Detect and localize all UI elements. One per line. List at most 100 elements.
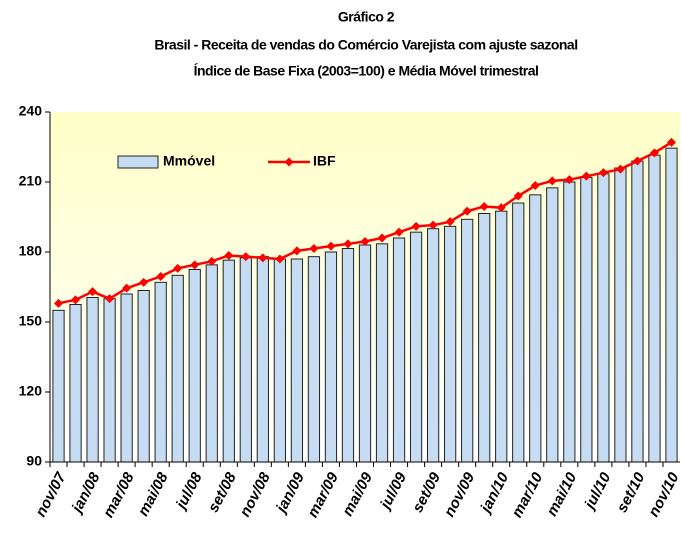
x-tick-label: set/09 — [409, 469, 444, 515]
marker — [496, 203, 506, 213]
bar — [478, 213, 491, 463]
x-tick-label: mai/10 — [543, 469, 580, 519]
legend-label: IBF — [313, 153, 336, 169]
marker — [88, 287, 98, 297]
marker — [632, 156, 642, 166]
bar — [461, 218, 474, 463]
x-tick-label: mai/08 — [135, 469, 172, 519]
bar — [375, 243, 389, 463]
marker — [615, 164, 625, 174]
marker — [258, 253, 268, 263]
bar — [307, 256, 321, 463]
bar — [239, 257, 252, 463]
x-tick-label: jan/08 — [68, 469, 104, 517]
marker — [530, 181, 540, 190]
marker — [156, 272, 166, 281]
marker — [343, 239, 353, 249]
bar — [256, 256, 269, 463]
marker — [309, 244, 319, 253]
marker — [377, 233, 387, 243]
marker — [547, 176, 557, 186]
bar — [273, 258, 286, 463]
bar — [341, 248, 355, 463]
bar — [222, 259, 235, 463]
y-tick-label: 180 — [19, 243, 43, 259]
chart-subtitle: Brasil - Receita de vendas do Comércio V… — [154, 37, 577, 53]
bar — [546, 187, 559, 463]
marker — [122, 283, 132, 293]
bar — [495, 210, 508, 463]
marker — [360, 237, 370, 246]
marker — [479, 202, 489, 211]
bar — [205, 264, 218, 463]
x-tick-label: mai/09 — [339, 469, 376, 519]
bar — [563, 181, 576, 463]
marker — [207, 256, 217, 266]
marker — [275, 254, 285, 264]
bar — [614, 167, 627, 463]
marker — [394, 227, 404, 237]
marker — [462, 206, 472, 216]
bar — [648, 154, 661, 463]
x-tick-label: set/10 — [613, 469, 648, 515]
marker — [445, 217, 455, 227]
bar — [154, 281, 167, 463]
bar — [597, 173, 610, 463]
x-tick-label: jan/10 — [476, 469, 512, 517]
bar — [86, 297, 99, 463]
bar — [171, 274, 184, 463]
bar — [137, 290, 150, 463]
y-tick-label: 240 — [19, 103, 43, 119]
y-tick-label: 210 — [19, 173, 43, 189]
x-tick-label: mar/08 — [100, 469, 138, 520]
marker — [581, 171, 591, 181]
marker — [139, 277, 149, 287]
marker — [292, 246, 302, 256]
marker — [224, 251, 234, 260]
y-tick-label: 90 — [26, 453, 42, 469]
x-tick-label: nov/08 — [237, 469, 275, 520]
chart-title: Gráfico 2 — [338, 9, 395, 25]
x-tick-label: jul/09 — [376, 469, 410, 513]
bar — [426, 228, 440, 463]
legend-swatch — [117, 155, 159, 169]
bar — [120, 293, 133, 463]
y-tick-label: 150 — [19, 313, 43, 329]
marker — [564, 175, 574, 185]
x-tick-label: jul/08 — [172, 469, 206, 513]
bar — [444, 225, 457, 463]
marker — [513, 191, 523, 201]
marker — [428, 220, 438, 230]
bar — [665, 147, 678, 463]
legend-label: Mmóvel — [163, 153, 215, 169]
bar — [103, 298, 116, 463]
legend-swatch — [284, 157, 294, 167]
bar — [392, 237, 406, 463]
bar — [188, 269, 201, 463]
bar — [290, 258, 304, 463]
marker — [241, 252, 251, 262]
x-tick-label: mar/10 — [509, 469, 547, 520]
bar — [324, 251, 338, 463]
x-tick-label: jan/09 — [272, 469, 308, 517]
marker — [190, 260, 200, 270]
bar — [52, 309, 65, 463]
bar — [69, 304, 82, 463]
bar — [631, 160, 644, 463]
marker — [411, 221, 421, 231]
x-tick-label: nov/09 — [441, 469, 479, 520]
marker — [326, 241, 336, 251]
x-tick-label: mar/09 — [304, 469, 342, 520]
marker — [54, 298, 64, 308]
marker — [666, 137, 676, 147]
x-tick-label: set/08 — [205, 469, 240, 515]
x-tick-label: nov/07 — [32, 469, 70, 520]
bar — [580, 176, 593, 463]
y-tick-label: 120 — [19, 383, 43, 399]
x-tick-label: jul/10 — [580, 469, 614, 513]
x-tick-label: nov/10 — [645, 469, 682, 520]
chart-subtitle: Índice de Base Fixa (2003=100) e Média M… — [194, 63, 539, 79]
marker — [105, 294, 115, 304]
bar — [409, 231, 423, 463]
